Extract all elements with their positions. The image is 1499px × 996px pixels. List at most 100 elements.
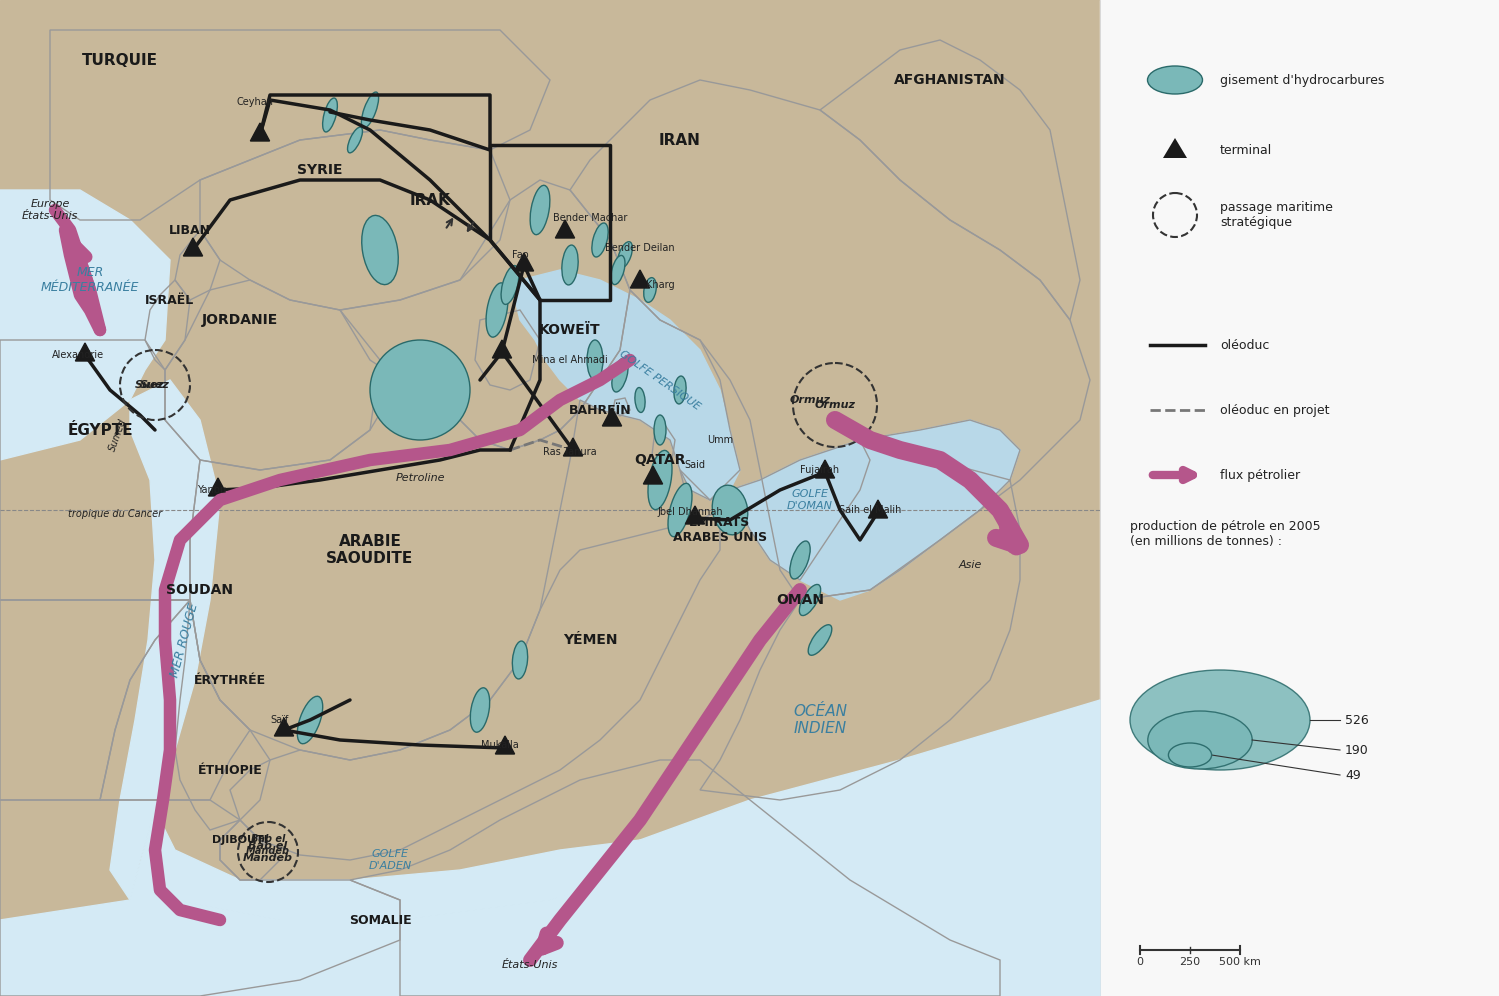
Text: Yanbu: Yanbu bbox=[198, 485, 226, 495]
Ellipse shape bbox=[531, 185, 550, 235]
Text: Petroline: Petroline bbox=[396, 473, 445, 483]
Text: 526: 526 bbox=[1345, 713, 1369, 726]
Ellipse shape bbox=[361, 92, 379, 127]
Polygon shape bbox=[75, 343, 94, 361]
Text: Suez: Suez bbox=[135, 380, 165, 390]
Polygon shape bbox=[109, 380, 220, 900]
Text: Jbel Dhannah: Jbel Dhannah bbox=[657, 507, 723, 517]
Bar bbox=[1100, 0, 1499, 996]
Text: Alexandrie: Alexandrie bbox=[52, 350, 103, 360]
Polygon shape bbox=[514, 253, 534, 271]
Ellipse shape bbox=[654, 415, 666, 445]
Text: Bender Machar: Bender Machar bbox=[553, 213, 627, 223]
Text: 250: 250 bbox=[1180, 957, 1201, 967]
Ellipse shape bbox=[1148, 66, 1202, 94]
Polygon shape bbox=[492, 340, 511, 358]
Text: oléoduc en projet: oléoduc en projet bbox=[1220, 403, 1330, 416]
Text: YÉMEN: YÉMEN bbox=[562, 633, 618, 647]
Ellipse shape bbox=[790, 541, 809, 579]
Text: Fao: Fao bbox=[511, 250, 528, 260]
Text: Fujairah: Fujairah bbox=[800, 465, 839, 475]
Polygon shape bbox=[564, 438, 583, 456]
Polygon shape bbox=[0, 190, 169, 460]
Text: DJIBOUTI: DJIBOUTI bbox=[213, 835, 268, 845]
Text: ARABIE
SAOUDITE: ARABIE SAOUDITE bbox=[327, 534, 414, 566]
Text: oléoduc: oléoduc bbox=[1220, 339, 1270, 352]
Text: ÉGYPTE: ÉGYPTE bbox=[67, 422, 133, 437]
Ellipse shape bbox=[675, 376, 687, 404]
Ellipse shape bbox=[669, 483, 693, 537]
Text: Mukalla: Mukalla bbox=[481, 740, 519, 750]
Text: SOMALIE: SOMALIE bbox=[349, 913, 411, 926]
Polygon shape bbox=[643, 466, 663, 484]
Ellipse shape bbox=[501, 266, 519, 305]
Text: 0: 0 bbox=[1136, 957, 1144, 967]
Polygon shape bbox=[274, 718, 294, 736]
Ellipse shape bbox=[612, 255, 625, 285]
Text: 49: 49 bbox=[1345, 769, 1361, 782]
Polygon shape bbox=[130, 810, 651, 920]
Text: GOLFE PERSIQUE: GOLFE PERSIQUE bbox=[618, 349, 703, 411]
Text: Ormuz: Ormuz bbox=[814, 400, 856, 410]
Text: TURQUIE: TURQUIE bbox=[82, 53, 157, 68]
Polygon shape bbox=[603, 408, 622, 426]
Text: ÉMIRATS
ARABES UNIS: ÉMIRATS ARABES UNIS bbox=[673, 516, 767, 544]
Text: BAHREÏN: BAHREÏN bbox=[568, 403, 631, 416]
Text: AFGHANISTAN: AFGHANISTAN bbox=[895, 73, 1006, 87]
Ellipse shape bbox=[361, 215, 399, 285]
Text: passage maritime
stratégique: passage maritime stratégique bbox=[1220, 201, 1333, 229]
Ellipse shape bbox=[588, 340, 603, 380]
Ellipse shape bbox=[808, 624, 832, 655]
Text: OMAN: OMAN bbox=[776, 593, 824, 607]
Ellipse shape bbox=[1168, 743, 1211, 767]
Text: QATAR: QATAR bbox=[634, 453, 685, 467]
Ellipse shape bbox=[799, 585, 820, 616]
Ellipse shape bbox=[1130, 670, 1310, 770]
Polygon shape bbox=[183, 238, 202, 256]
Text: flux pétrolier: flux pétrolier bbox=[1220, 468, 1300, 481]
Text: Bab el
Mandeb: Bab el Mandeb bbox=[246, 835, 289, 856]
Text: ÉTHIOPIE: ÉTHIOPIE bbox=[198, 764, 262, 777]
Text: GOLFE
D'OMAN: GOLFE D'OMAN bbox=[787, 489, 833, 511]
Text: OCÉAN
INDIEN: OCÉAN INDIEN bbox=[793, 704, 847, 736]
Text: KOWEÏT: KOWEÏT bbox=[540, 323, 601, 337]
Text: Mina el Ahmadi: Mina el Ahmadi bbox=[532, 355, 609, 365]
Text: Europe
États-Unis: Europe États-Unis bbox=[22, 199, 78, 221]
Polygon shape bbox=[516, 270, 741, 500]
Ellipse shape bbox=[562, 245, 579, 285]
Text: Ceyhan: Ceyhan bbox=[237, 97, 273, 107]
Polygon shape bbox=[250, 123, 270, 141]
Text: gisement d'hydrocarbures: gisement d'hydrocarbures bbox=[1220, 74, 1385, 87]
Polygon shape bbox=[495, 736, 514, 754]
Polygon shape bbox=[208, 478, 228, 496]
Text: Saih el Malih: Saih el Malih bbox=[839, 505, 901, 515]
Text: Bender Deilan: Bender Deilan bbox=[606, 243, 675, 253]
Ellipse shape bbox=[297, 696, 322, 744]
Ellipse shape bbox=[1148, 711, 1252, 769]
Text: GOLFE
D'ADEN: GOLFE D'ADEN bbox=[369, 850, 412, 871]
Polygon shape bbox=[730, 420, 1019, 600]
Ellipse shape bbox=[612, 358, 628, 392]
Polygon shape bbox=[556, 220, 574, 238]
Text: SOUDAN: SOUDAN bbox=[166, 583, 234, 597]
Text: MER
MÉDITERRANÉE: MER MÉDITERRANÉE bbox=[40, 266, 139, 294]
Text: Sumed: Sumed bbox=[108, 417, 129, 453]
Text: MER ROUGE: MER ROUGE bbox=[169, 602, 201, 678]
Text: Suez: Suez bbox=[139, 380, 169, 390]
Text: ÉRYTHRÉE: ÉRYTHRÉE bbox=[193, 673, 265, 686]
Ellipse shape bbox=[618, 242, 633, 268]
Polygon shape bbox=[0, 700, 1100, 996]
Ellipse shape bbox=[322, 98, 337, 132]
Text: Said: Said bbox=[685, 460, 706, 470]
Ellipse shape bbox=[712, 485, 748, 535]
Text: Asie: Asie bbox=[958, 560, 982, 570]
Ellipse shape bbox=[370, 340, 471, 440]
Text: 190: 190 bbox=[1345, 743, 1369, 757]
Ellipse shape bbox=[636, 387, 645, 412]
Text: Umm: Umm bbox=[708, 435, 733, 445]
Text: IRAK: IRAK bbox=[409, 192, 450, 207]
Text: SYRIE: SYRIE bbox=[297, 163, 343, 177]
Ellipse shape bbox=[592, 223, 609, 257]
Text: Ras Tanura: Ras Tanura bbox=[543, 447, 597, 457]
Text: ISRAËL: ISRAËL bbox=[145, 294, 195, 307]
